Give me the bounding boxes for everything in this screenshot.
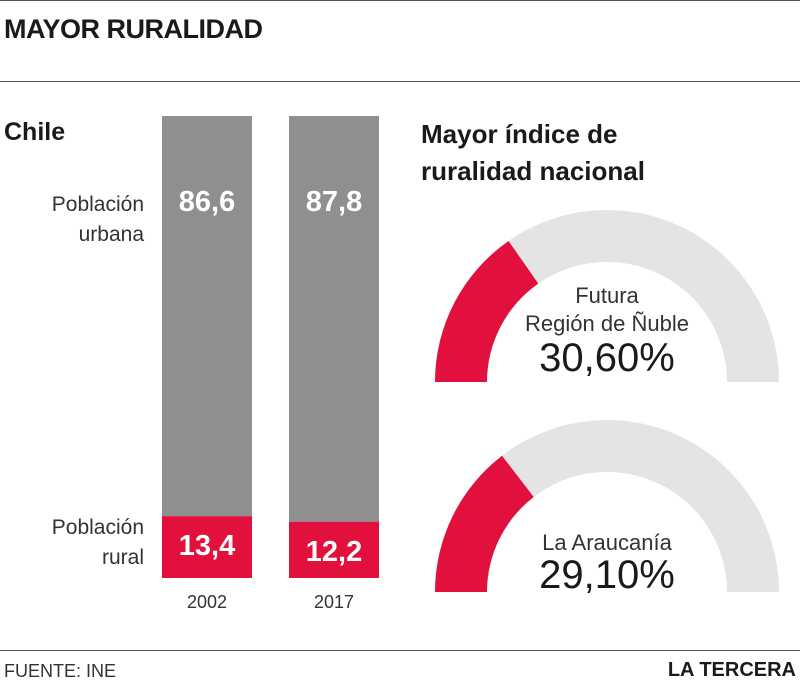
chile-label: Chile (4, 118, 66, 146)
bar-value-urban-2002: 86,6 (178, 186, 236, 218)
footer-rule (0, 650, 800, 651)
top-rule (0, 0, 800, 1)
year-label-2002: 2002 (186, 592, 228, 612)
year-label-2017: 2017 (313, 592, 355, 612)
bar-value-rural-2017: 12,2 (305, 535, 363, 568)
gauge-track-2 (435, 420, 779, 592)
rural-row-label: Población rural (4, 513, 144, 573)
rural-label-line-1: Población (51, 516, 144, 539)
page-title: MAYOR RURALIDAD (4, 14, 263, 44)
gauge-fill-2 (435, 455, 534, 592)
bar-urban-2017 (289, 116, 379, 522)
gauge-1-name: Futura Región de Ñuble (447, 282, 767, 338)
bar-rural-2002 (162, 516, 252, 578)
urban-row-label: Población urbana (4, 190, 144, 250)
gauge-2-name-line-1: La Araucanía (542, 530, 672, 555)
gauge-title-line-2: ruralidad nacional (421, 156, 645, 186)
urban-label-line-1: Población (51, 193, 144, 216)
gauge-track-1 (435, 210, 779, 382)
source-note: FUENTE: INE (4, 661, 117, 681)
title-rule (0, 81, 800, 82)
gauge-2-value: 29,10% (539, 553, 675, 597)
bar-value-rural-2002: 13,4 (178, 530, 236, 563)
gauge-1-name-line-2: Región de Ñuble (525, 311, 689, 336)
bar-urban-2002 (162, 116, 252, 517)
gauge-1-value: 30,60% (539, 336, 675, 380)
publisher-logo: LA TERCERA (667, 659, 796, 681)
rural-label-line-2: rural (101, 546, 144, 569)
gauge-2-name: La Araucanía (447, 529, 767, 557)
bar-rural-2017 (289, 521, 379, 578)
gauge-panel-title: Mayor índice de ruralidad nacional (421, 116, 645, 190)
gauge-title-line-1: Mayor índice de (421, 119, 618, 149)
gauge-fill-1 (435, 240, 539, 382)
bar-value-urban-2017: 87,8 (305, 186, 363, 218)
gauge-1-name-line-1: Futura (575, 283, 639, 308)
urban-label-line-2: urbana (78, 223, 144, 246)
